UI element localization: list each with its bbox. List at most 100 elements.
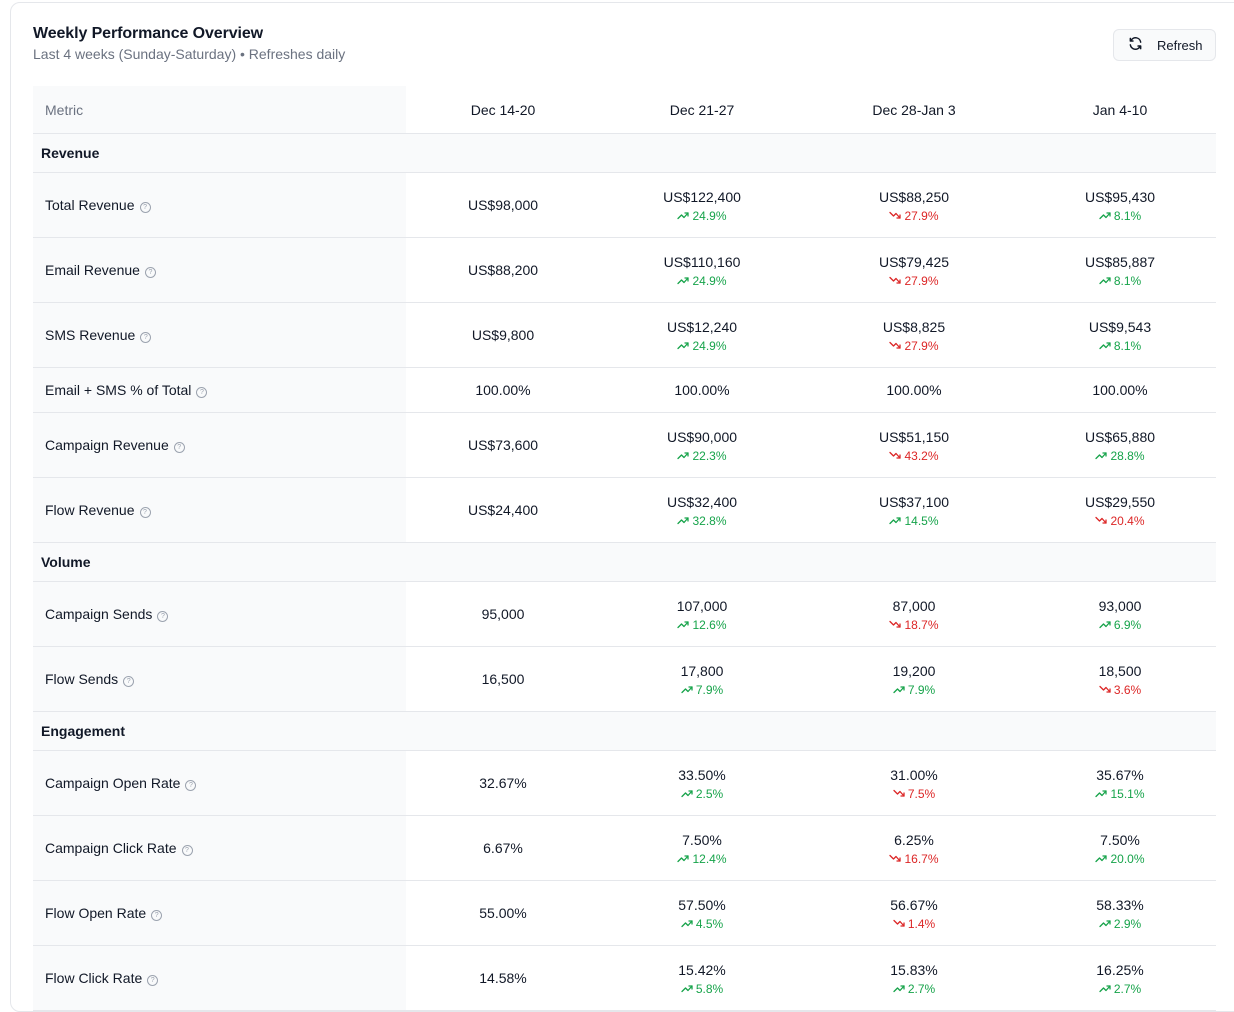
- value-cell: US$85,887 8.1%: [1024, 237, 1216, 303]
- change-indicator: 16.7%: [889, 851, 939, 867]
- help-icon[interactable]: ?: [185, 780, 197, 791]
- metric-label: Campaign Click Rate: [45, 840, 177, 856]
- cell-value: 14.58%: [479, 970, 527, 986]
- table-header-row: Metric Dec 14-20 Dec 21-27 Dec 28-Jan 3 …: [33, 86, 1216, 134]
- value-cell: 33.50% 2.5%: [600, 750, 804, 816]
- change-percent: 5.8%: [695, 981, 724, 996]
- change-indicator: 24.9%: [677, 273, 727, 289]
- change-indicator: 7.9%: [893, 682, 935, 698]
- cell-value: 107,000: [676, 597, 728, 614]
- metric-cell: SMS Revenue?: [33, 302, 406, 368]
- value-cell: 7.50% 12.4%: [600, 815, 804, 881]
- change-percent: 27.9%: [904, 338, 939, 353]
- change-percent: 12.6%: [692, 617, 727, 632]
- change-indicator: 3.6%: [1099, 682, 1141, 698]
- trend-up-icon: [1099, 276, 1111, 285]
- change-percent: 43.2%: [904, 448, 939, 463]
- trend-down-icon: [893, 919, 905, 928]
- change-percent: 14.5%: [904, 513, 939, 528]
- help-icon[interactable]: ?: [196, 387, 208, 398]
- cell-value: 100.00%: [1092, 382, 1148, 398]
- trend-up-icon: [681, 919, 693, 928]
- trend-up-icon: [889, 516, 902, 525]
- change-indicator: 18.7%: [889, 617, 939, 633]
- cell-value: 19,200: [892, 662, 936, 679]
- change-percent: 24.9%: [692, 338, 727, 353]
- cell-value: US$122,400: [663, 188, 741, 205]
- help-icon[interactable]: ?: [139, 202, 151, 213]
- change-percent: 24.9%: [692, 208, 727, 223]
- trend-down-icon: [889, 341, 902, 350]
- change-indicator: 43.2%: [889, 448, 939, 464]
- change-indicator: 8.1%: [1099, 208, 1141, 224]
- cell-value: 15.83%: [890, 961, 938, 978]
- change-indicator: 6.9%: [1099, 617, 1141, 633]
- cell-value: US$85,887: [1084, 253, 1156, 270]
- value-cell: 56.67% 1.4%: [804, 880, 1024, 946]
- cell-value: US$24,400: [467, 502, 539, 518]
- metric-label: Total Revenue: [45, 197, 135, 213]
- help-icon[interactable]: ?: [147, 975, 159, 986]
- value-cell: 32.67%: [406, 750, 600, 816]
- change-indicator: 2.7%: [1099, 981, 1141, 997]
- change-indicator: 4.5%: [681, 916, 723, 932]
- trend-up-icon: [1095, 854, 1108, 863]
- metric-label: Flow Sends: [45, 671, 119, 687]
- change-percent: 2.9%: [1113, 916, 1142, 931]
- table-row: Campaign Sends? 95,000 107,000 12.6% 87,000 1…: [33, 581, 1216, 647]
- table-row: Flow Open Rate? 55.00% 57.50% 4.5% 56.67% 1.4…: [33, 880, 1216, 946]
- trend-up-icon: [1099, 919, 1111, 928]
- refresh-button[interactable]: Refresh: [1113, 29, 1216, 61]
- change-percent: 3.6%: [1113, 682, 1142, 697]
- change-percent: 27.9%: [904, 273, 939, 288]
- card-header: Weekly Performance Overview Last 4 weeks…: [33, 25, 345, 62]
- help-icon[interactable]: ?: [151, 910, 163, 921]
- cell-value: 7.50%: [682, 831, 722, 848]
- help-icon[interactable]: ?: [144, 267, 156, 278]
- trend-down-icon: [889, 451, 902, 460]
- change-indicator: 5.8%: [681, 981, 723, 997]
- value-cell: 6.67%: [406, 815, 600, 881]
- change-indicator: 2.5%: [681, 786, 723, 802]
- metric-cell: Email Revenue?: [33, 237, 406, 303]
- change-indicator: 32.8%: [677, 513, 727, 529]
- trend-down-icon: [889, 211, 902, 220]
- metric-cell: Flow Sends?: [33, 646, 406, 712]
- change-percent: 15.1%: [1110, 786, 1145, 801]
- change-percent: 8.1%: [1113, 208, 1142, 223]
- metric-cell: Total Revenue?: [33, 172, 406, 238]
- trend-down-icon: [889, 854, 902, 863]
- change-indicator: 27.9%: [889, 338, 939, 354]
- change-indicator: 12.4%: [677, 851, 727, 867]
- cell-value: US$51,150: [878, 428, 950, 445]
- change-percent: 32.8%: [692, 513, 727, 528]
- value-cell: 15.42% 5.8%: [600, 945, 804, 1011]
- change-indicator: 22.3%: [677, 448, 727, 464]
- trend-up-icon: [677, 620, 690, 629]
- metric-label: Campaign Sends: [45, 606, 153, 622]
- cell-value: 100.00%: [886, 382, 942, 398]
- change-indicator: 20.0%: [1095, 851, 1145, 867]
- value-cell: US$73,600: [406, 412, 600, 478]
- trend-up-icon: [1099, 211, 1111, 220]
- change-percent: 8.1%: [1113, 338, 1142, 353]
- cell-value: US$65,880: [1084, 428, 1156, 445]
- help-icon[interactable]: ?: [173, 442, 185, 453]
- change-indicator: 20.4%: [1095, 513, 1145, 529]
- table-row: SMS Revenue? US$9,800 US$12,240 24.9% US$8,8…: [33, 302, 1216, 368]
- cell-value: 32.67%: [479, 775, 527, 791]
- column-header-metric: Metric: [33, 86, 406, 134]
- section-row: Revenue: [33, 133, 1216, 173]
- table-row: Campaign Revenue? US$73,600 US$90,000 22.3%…: [33, 412, 1216, 478]
- change-percent: 20.4%: [1110, 513, 1145, 528]
- help-icon[interactable]: ?: [157, 611, 169, 622]
- change-indicator: 27.9%: [889, 208, 939, 224]
- help-icon[interactable]: ?: [181, 845, 193, 856]
- help-icon[interactable]: ?: [139, 507, 151, 518]
- trend-up-icon: [1099, 984, 1111, 993]
- help-icon[interactable]: ?: [140, 332, 152, 343]
- trend-up-icon: [893, 685, 905, 694]
- change-percent: 16.7%: [904, 851, 939, 866]
- help-icon[interactable]: ?: [123, 676, 135, 687]
- cell-value: US$79,425: [878, 253, 950, 270]
